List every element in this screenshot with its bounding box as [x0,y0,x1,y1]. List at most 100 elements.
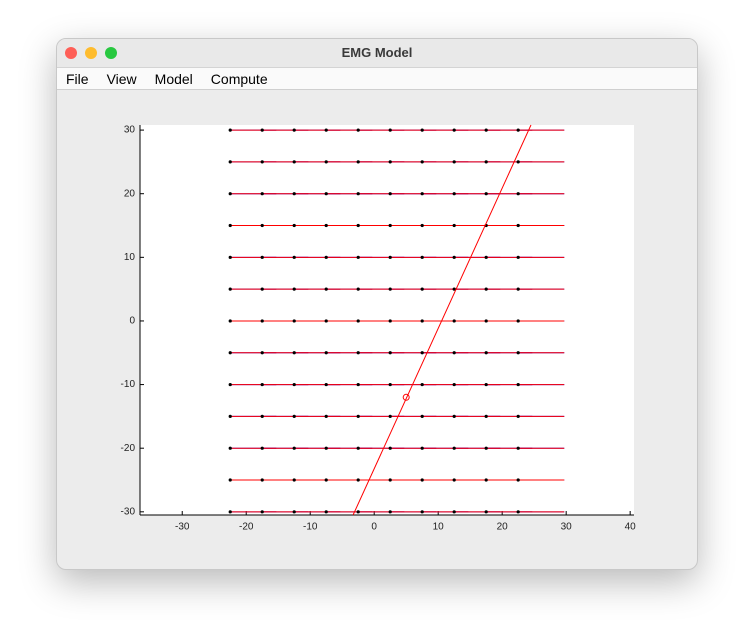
electrode [324,160,328,164]
x-tick-label: -30 [175,522,190,533]
electrode [260,128,264,132]
electrode [420,128,424,132]
menu-item[interactable]: Compute [210,70,268,87]
electrode [292,255,296,259]
electrode [324,446,328,450]
y-tick-label: -20 [121,443,136,454]
y-tick-label: 0 [129,316,135,327]
menu-item[interactable]: File [66,70,89,87]
electrode [484,255,488,259]
electrode [388,446,392,450]
electrode [260,446,264,450]
electrode [388,351,392,355]
electrode [388,223,392,228]
electrode [260,319,264,323]
y-tick-label: 10 [124,252,136,263]
electrode [452,414,456,418]
x-tick-label: 0 [371,522,377,533]
electrode [484,319,488,323]
electrode [228,128,232,132]
electrode [292,382,296,387]
electrode [452,478,456,482]
electrode [260,192,264,196]
electrode [228,255,232,259]
x-tick-label: 10 [433,522,445,533]
electrode [228,319,232,323]
electrode [356,510,360,514]
electrode [388,128,392,132]
electrode [420,351,424,355]
x-tick-label: -10 [303,522,318,533]
menu-item[interactable]: Model [154,70,193,87]
x-tick-label: 30 [561,522,573,533]
electrode [484,446,488,450]
electrode [260,382,264,387]
electrode [516,414,520,418]
electrode [228,192,232,196]
y-tick-label: -30 [121,506,136,517]
x-tick-label: -20 [239,522,254,533]
electrode [292,510,296,514]
electrode [516,160,520,164]
electrode [356,192,360,196]
minimize-button[interactable] [85,47,97,59]
electrode [516,192,520,196]
electrode [516,382,520,387]
electrode [356,287,360,291]
electrode [292,351,296,355]
y-tick-label: -10 [121,379,136,390]
electrode [516,478,520,482]
electrode [452,510,456,514]
electrode [516,446,520,450]
electrode [324,223,328,228]
electrode [388,414,392,418]
electrode [388,382,392,387]
electrode [452,160,456,164]
electrode [228,478,232,482]
electrode [356,351,360,355]
electrode [292,478,296,482]
electrode [484,160,488,164]
electrode [484,287,488,291]
electrode [292,414,296,418]
electrode [420,478,424,482]
electrode [484,478,488,482]
electrode [356,223,360,228]
close-button[interactable] [65,47,77,59]
electrode [516,510,520,514]
x-tick-label: 20 [497,522,509,533]
electrode [292,446,296,450]
electrode [324,382,328,387]
electrode [228,446,232,450]
electrode [516,223,520,228]
electrode [452,287,456,291]
electrode [452,319,456,323]
electrode [324,351,328,355]
electrode [452,192,456,196]
y-tick-label: 20 [124,188,136,199]
electrode [228,510,232,514]
electrode [292,223,296,228]
electrode [292,287,296,291]
menu-item[interactable]: View [106,70,137,87]
y-tick-label: 30 [124,125,136,136]
electrode [324,478,328,482]
electrode [484,414,488,418]
electrode [292,160,296,164]
electrode [484,128,488,132]
electrode [356,414,360,418]
electrode [388,510,392,514]
electrode [452,128,456,132]
electrode [356,446,360,450]
axes-background [140,125,634,515]
electrode [452,351,456,355]
electrode [324,128,328,132]
electrode [516,351,520,355]
electrode [260,510,264,514]
electrode [292,192,296,196]
electrode [388,287,392,291]
electrode [228,160,232,164]
electrode [228,414,232,418]
zoom-button[interactable] [105,47,117,59]
electrode [324,255,328,259]
